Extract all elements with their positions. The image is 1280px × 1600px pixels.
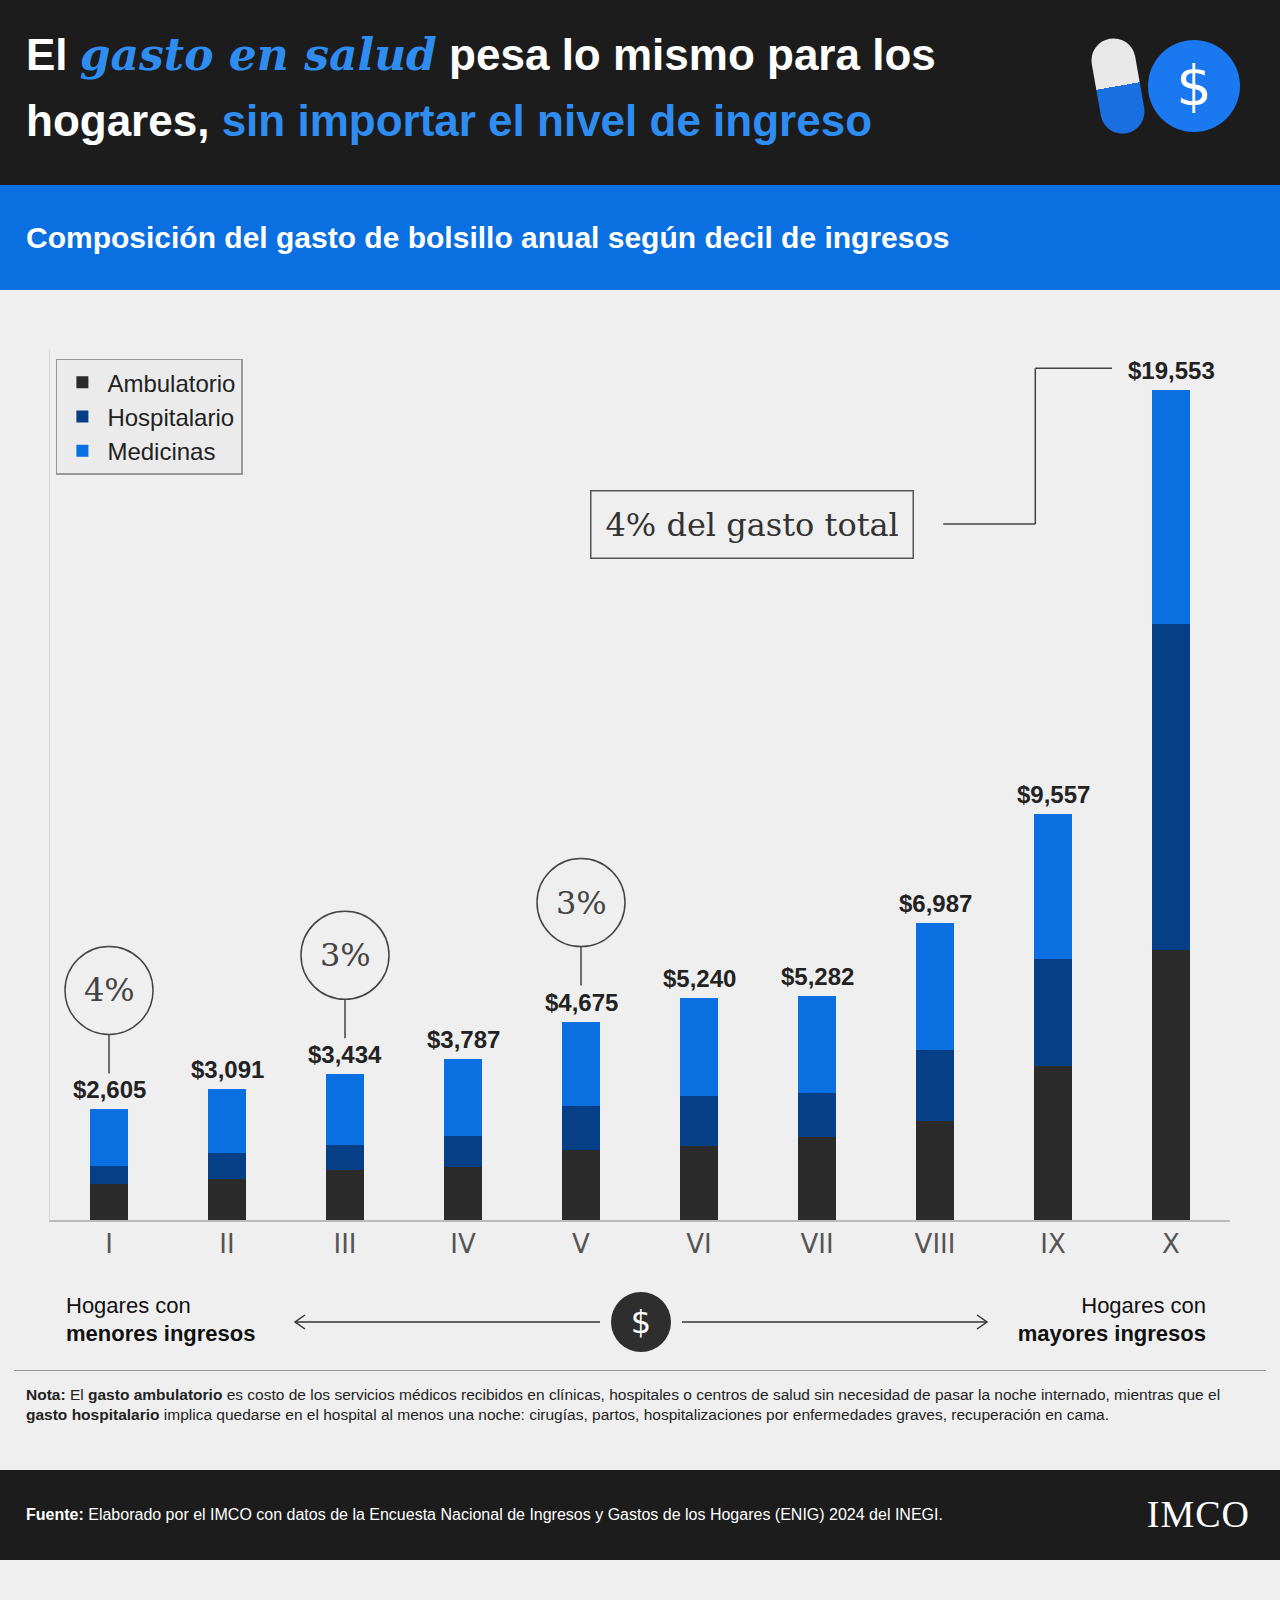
svg-text:4%: 4% (84, 971, 135, 1009)
svg-text:VI: VI (686, 1229, 711, 1259)
html-text:Composición del gasto de bolsi: Composición del gasto de bolsillo anual … (26, 221, 950, 254)
svg-text:$3,091: $3,091 (191, 1056, 264, 1083)
svg-text:IX: IX (1040, 1229, 1065, 1259)
html-text:Hogares con: Hogares con (1081, 1293, 1206, 1318)
svg-text:II: II (219, 1229, 234, 1259)
html-text:menores ingresos: menores ingresos (66, 1321, 256, 1346)
svg-text:$3,434: $3,434 (308, 1041, 382, 1068)
svg-text:V: V (572, 1229, 590, 1259)
svg-text:Medicinas: Medicinas (107, 438, 215, 465)
html-text:Hogares con: Hogares con (66, 1293, 191, 1318)
svg-text:$4,675: $4,675 (545, 989, 618, 1016)
svg-text:VIII: VIII (915, 1229, 956, 1259)
svg-text:$: $ (631, 1303, 651, 1341)
svg-text:Hospitalario: Hospitalario (107, 404, 234, 431)
html-text:Fuente: Elaborado por el IMCO: Fuente: Elaborado por el IMCO con datos … (26, 1506, 943, 1523)
svg-text:$2,605: $2,605 (73, 1076, 146, 1103)
html-text:Nota: El gasto ambulatorio es: Nota: El gasto ambulatorio es costo de l… (26, 1386, 1225, 1403)
svg-text:X: X (1162, 1229, 1180, 1259)
html-text:hogares, sin importar el nivel: hogares, sin importar el nivel de ingres… (26, 96, 872, 145)
svg-text:VII: VII (800, 1229, 833, 1259)
svg-text:Ambulatorio: Ambulatorio (107, 370, 235, 397)
svg-text:III: III (333, 1229, 356, 1259)
svg-text:3%: 3% (320, 936, 371, 974)
svg-text:4% del gasto total: 4% del gasto total (606, 506, 899, 544)
html-text:mayores ingresos: mayores ingresos (1017, 1321, 1206, 1346)
html-text:gasto hospitalario implica que: gasto hospitalario implica quedarse en e… (26, 1406, 1109, 1423)
svg-text:$6,987: $6,987 (899, 890, 972, 917)
html-text:El gasto en salud pesa lo mism: El gasto en salud pesa lo mismo para los (26, 29, 936, 80)
svg-text:$9,557: $9,557 (1017, 781, 1090, 808)
svg-text:$3,787: $3,787 (427, 1026, 500, 1053)
svg-text:$5,240: $5,240 (663, 965, 736, 992)
svg-text:$19,553: $19,553 (1128, 357, 1215, 384)
svg-text:3%: 3% (556, 884, 607, 922)
svg-text:$5,282: $5,282 (781, 963, 854, 990)
svg-text:I: I (105, 1229, 113, 1259)
svg-text:IV: IV (450, 1229, 476, 1259)
html-text:IMCO: IMCO (1146, 1493, 1250, 1535)
